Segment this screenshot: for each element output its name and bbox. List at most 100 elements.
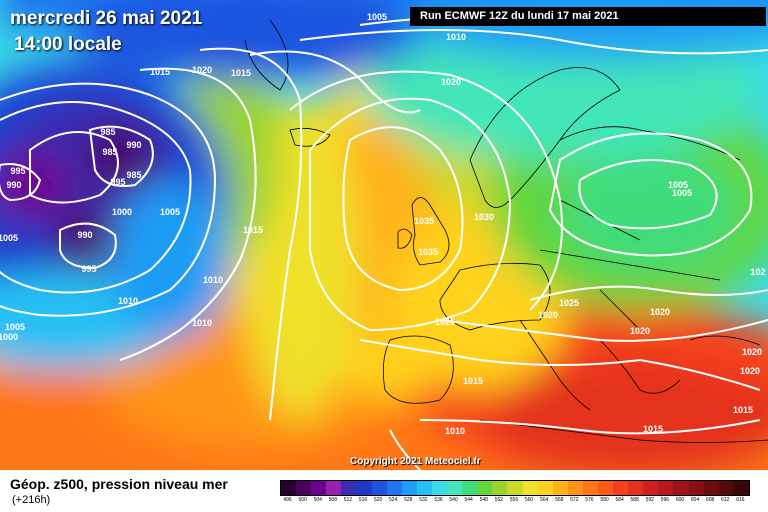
scale-tick-label: 532 bbox=[419, 497, 428, 503]
scale-tick-label: 536 bbox=[434, 497, 443, 503]
forecast-time: 14:00 locale bbox=[14, 34, 122, 55]
scale-tick-label: 568 bbox=[555, 497, 564, 503]
isobar-label: 1010 bbox=[446, 32, 466, 42]
isobar-label: 1005 bbox=[668, 180, 688, 190]
parameter-label: Géop. z500, pression niveau mer bbox=[10, 476, 228, 492]
scale-swatch bbox=[386, 481, 402, 495]
geopotential-field bbox=[0, 0, 768, 470]
scale-tick-label: 528 bbox=[404, 497, 413, 503]
scale-tick-label: 508 bbox=[328, 497, 337, 503]
scale-swatch bbox=[567, 481, 583, 495]
coastlines bbox=[244, 19, 768, 443]
scale-swatch bbox=[688, 481, 704, 495]
scale-tick-label: 576 bbox=[585, 497, 594, 503]
scale-swatch bbox=[462, 481, 478, 495]
scale-swatch bbox=[643, 481, 659, 495]
isobar-label: 985 bbox=[100, 127, 115, 137]
isobar-label: 1010 bbox=[118, 296, 138, 306]
isobar-label: 990 bbox=[77, 230, 92, 240]
scale-swatch bbox=[296, 481, 312, 495]
isobar-label: 1010 bbox=[445, 426, 465, 436]
scale-tick-label: 612 bbox=[721, 497, 730, 503]
isobar-label: 102 bbox=[750, 267, 765, 277]
isobar-label: 1020 bbox=[538, 310, 558, 320]
isobar-label: 1005 bbox=[5, 322, 25, 332]
scale-swatch bbox=[311, 481, 327, 495]
isobar-label: 995 bbox=[81, 264, 96, 274]
isobar-label: 985 bbox=[126, 170, 141, 180]
isobar-label: 1020 bbox=[630, 326, 650, 336]
model-run-label: Run ECMWF 12Z du lundi 17 mai 2021 bbox=[410, 7, 766, 26]
isobar-label: 1020 bbox=[650, 307, 670, 317]
isobar-label: 1005 bbox=[0, 233, 18, 243]
scale-tick-label: 564 bbox=[539, 497, 549, 503]
isobar-label: 1015 bbox=[243, 225, 263, 235]
scale-swatch bbox=[326, 481, 342, 495]
scale-swatch bbox=[281, 481, 297, 495]
color-scale-ticks: 496 500 504 508 512 516 520 524 528 532 536 540 544 5… bbox=[280, 497, 748, 507]
scale-tick-label: 512 bbox=[343, 497, 353, 503]
scale-tick-label: 556 bbox=[509, 497, 519, 503]
isobar-label: 1000 bbox=[0, 332, 18, 342]
scale-swatch bbox=[356, 481, 372, 495]
isobar-label: 1020 bbox=[441, 77, 461, 87]
scale-swatch bbox=[371, 481, 387, 495]
scale-tick-label: 600 bbox=[675, 497, 685, 503]
isobar-label: 990 bbox=[126, 140, 141, 150]
scale-swatch bbox=[552, 481, 568, 495]
scale-swatch bbox=[582, 481, 598, 495]
isobar-label: 1015 bbox=[643, 424, 663, 434]
scale-swatch bbox=[733, 481, 749, 495]
isobar-label: 995 bbox=[10, 166, 25, 176]
isobar-label: 1020 bbox=[742, 347, 762, 357]
scale-tick-label: 560 bbox=[524, 497, 534, 503]
isobar-label: 1035 bbox=[418, 247, 438, 257]
isobar-label: 1010 bbox=[203, 275, 223, 285]
isobar-label: 990 bbox=[6, 180, 21, 190]
isobar-label: 1025 bbox=[559, 298, 579, 308]
scale-swatch bbox=[401, 481, 417, 495]
lead-time-label: (+216h) bbox=[12, 494, 51, 506]
scale-swatch bbox=[522, 481, 538, 495]
scale-swatch bbox=[658, 481, 674, 495]
scale-swatch bbox=[492, 481, 508, 495]
isobar-label: 1005 bbox=[672, 188, 692, 198]
scale-tick-label: 516 bbox=[358, 497, 368, 503]
scale-tick-label: 548 bbox=[479, 497, 488, 503]
isobar-label: 1025 bbox=[435, 317, 455, 327]
scale-tick-label: 540 bbox=[449, 497, 458, 503]
forecast-date: mercredi 26 mai 2021 bbox=[10, 8, 203, 29]
isobar-label: 1015 bbox=[733, 405, 753, 415]
scale-swatch bbox=[431, 481, 448, 495]
scale-tick-label: 496 bbox=[283, 497, 292, 503]
z500-map: 1005 1010 1015 1020 1015 1020 985 990 985 985 995 9… bbox=[0, 0, 768, 470]
scale-tick-label: 544 bbox=[464, 497, 473, 503]
scale-swatch bbox=[673, 481, 689, 495]
scale-tick-label: 524 bbox=[389, 497, 398, 503]
scale-tick-label: 572 bbox=[570, 497, 579, 503]
isobar-label: 1000 bbox=[112, 207, 132, 217]
isobar-label: 985 bbox=[102, 147, 117, 157]
scale-swatch bbox=[628, 481, 644, 495]
isobar-label: 1005 bbox=[367, 12, 387, 22]
isobar-label: 1035 bbox=[414, 216, 434, 226]
scale-tick-label: 592 bbox=[645, 497, 654, 503]
scale-tick-label: 608 bbox=[706, 497, 715, 503]
scale-tick-label: 616 bbox=[736, 497, 745, 503]
scale-swatch bbox=[537, 481, 553, 495]
scale-swatch bbox=[341, 481, 357, 495]
scale-tick-label: 584 bbox=[615, 497, 624, 503]
legend-bar: Géop. z500, pression niveau mer (+216h) … bbox=[0, 470, 768, 512]
scale-swatch bbox=[447, 481, 463, 495]
scale-swatch bbox=[416, 481, 432, 495]
isobar-label: 1030 bbox=[474, 212, 494, 222]
scale-swatch bbox=[703, 481, 719, 495]
scale-swatch bbox=[507, 481, 523, 495]
scale-swatch bbox=[718, 481, 734, 495]
copyright-label: Copyright 2021 Meteociel.fr bbox=[350, 456, 481, 467]
scale-swatch bbox=[477, 481, 493, 495]
scale-swatch bbox=[613, 481, 629, 495]
isobar-label: 1010 bbox=[192, 318, 212, 328]
isobar-labels: 1005 1010 1015 1020 1015 1020 985 990 985 985 995 9… bbox=[0, 12, 766, 436]
